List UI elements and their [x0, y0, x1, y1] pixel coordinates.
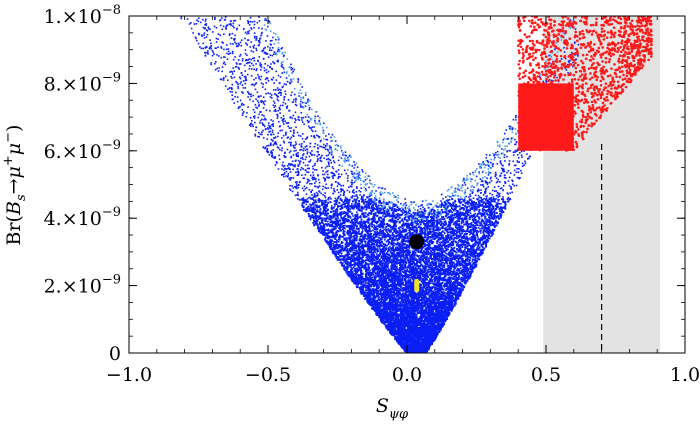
- plot-area: [180, 16, 660, 353]
- axes: −1.0 −0.5 0.0 0.5 1.0 0 2.×10−9 4.×10−9 6.×10−9 8…: [44, 3, 700, 386]
- red-scatter-cloud: [516, 16, 653, 152]
- x-tick-label: −1.0: [106, 364, 152, 386]
- black-point-marker: [409, 234, 425, 250]
- x-axis-label: Sψφ: [376, 395, 409, 422]
- y-tick-label: 0: [109, 343, 121, 365]
- x-tick-label: 0.5: [531, 364, 561, 386]
- y-tick-label: 8.×10−9: [44, 70, 121, 95]
- y-tick-label: 6.×10−9: [44, 138, 121, 163]
- x-tick-label: 0.0: [392, 364, 422, 386]
- y-tick-label: 2.×10−9: [44, 273, 121, 298]
- y-axis-label: Br(Bs→μ+μ−): [1, 125, 29, 246]
- lightblue-scatter-edge: [263, 18, 575, 224]
- x-tick-label: −0.5: [245, 364, 291, 386]
- blue-scatter-cloud: [180, 16, 580, 353]
- x-tick-label: 1.0: [670, 364, 700, 386]
- y-tick-label: 1.×10−8: [44, 3, 121, 28]
- y-tick-label: 4.×10−9: [44, 205, 121, 230]
- yellow-bar-marker: [414, 278, 420, 293]
